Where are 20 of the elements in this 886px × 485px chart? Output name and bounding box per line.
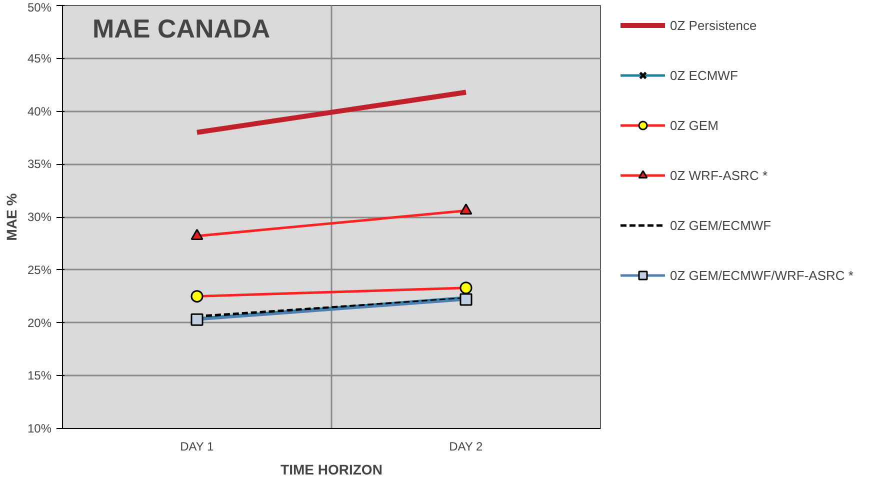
y-tick-label: 30%: [27, 210, 52, 224]
x-tick-label: DAY 1: [180, 440, 214, 454]
y-tick-label: 50%: [27, 0, 52, 14]
chart-title: MAE CANADA: [92, 14, 270, 44]
legend-label: 0Z Persistence: [670, 18, 757, 32]
x-axis-title: TIME HORIZON: [280, 462, 382, 478]
x-tick-label: DAY 2: [449, 440, 484, 454]
y-tick-label: 40%: [27, 104, 52, 118]
y-axis-title: MAE %: [3, 192, 20, 241]
y-tick-label: 35%: [27, 157, 52, 172]
legend-label: 0Z WRF-ASRC *: [670, 168, 768, 182]
y-tick-label: 15%: [27, 368, 52, 383]
y-tick-label: 25%: [27, 262, 52, 277]
legend-label: 0Z GEM/ECMWF: [670, 218, 772, 232]
y-tick-label: 20%: [27, 316, 52, 330]
y-tick-label: 45%: [27, 51, 52, 66]
legend-label: 0Z GEM: [670, 118, 718, 132]
legend-label: 0Z GEM/ECMWF/WRF-ASRC *: [670, 268, 854, 282]
legend-label: 0Z ECMWF: [670, 68, 738, 82]
y-tick-label: 10%: [27, 422, 52, 436]
